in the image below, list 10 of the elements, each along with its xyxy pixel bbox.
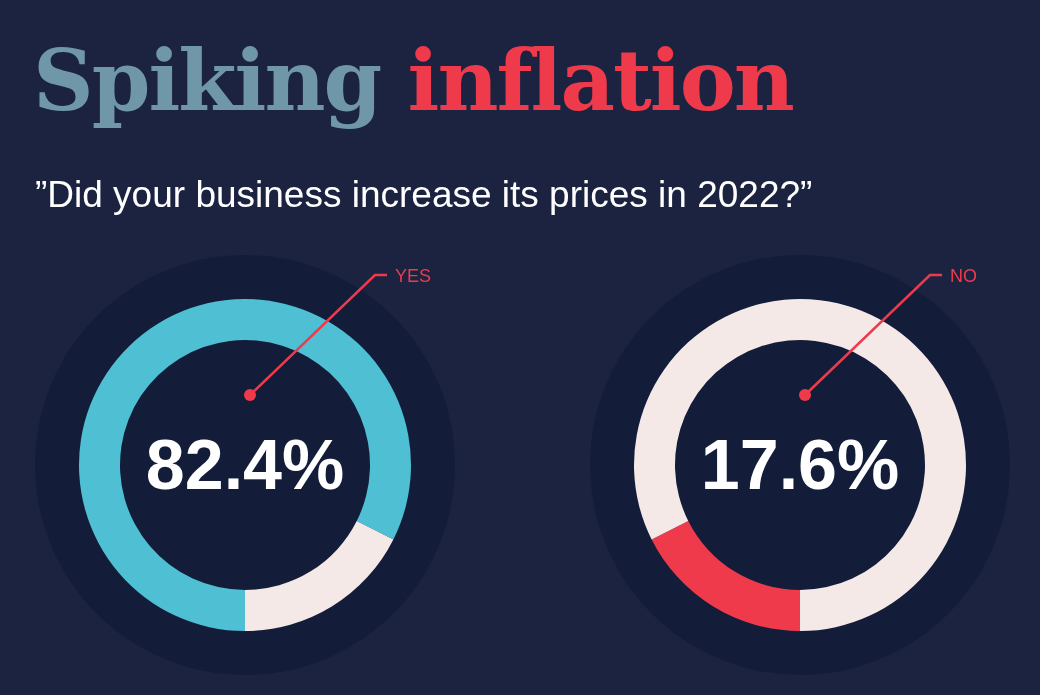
chart-title: Spiking inflation xyxy=(33,31,794,130)
text: 17.6% xyxy=(700,426,900,504)
donut-slice xyxy=(79,299,411,631)
donut-slice xyxy=(651,521,800,631)
donut-slice xyxy=(245,521,394,631)
text: YES xyxy=(395,266,432,286)
text: 82.4% xyxy=(145,426,345,504)
chart-subtitle: ”Did your business increase its prices in 2022?” xyxy=(35,174,813,215)
donut-slice xyxy=(634,299,966,631)
text: NO xyxy=(950,266,977,286)
